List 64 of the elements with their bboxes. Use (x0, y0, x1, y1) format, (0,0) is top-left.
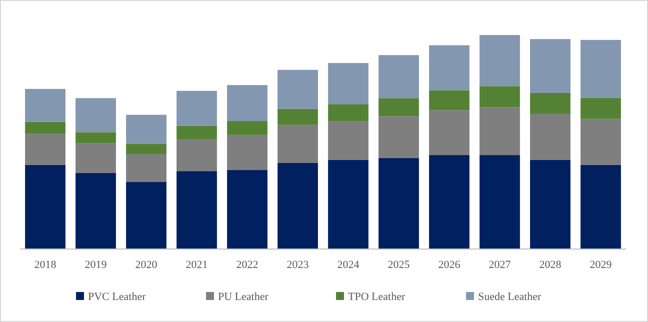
x-tick-label: 2028 (539, 259, 562, 271)
bar (480, 86, 520, 108)
bar (126, 144, 166, 154)
bar (580, 164, 621, 249)
bar (429, 155, 470, 249)
bar (227, 134, 268, 170)
legend-label: TPO Leather (348, 291, 406, 303)
bar (227, 85, 268, 122)
bar (378, 98, 419, 116)
bar (530, 39, 570, 93)
bar (480, 107, 520, 156)
bar (76, 173, 116, 249)
x-tick-label: 2025 (388, 259, 410, 271)
bar (227, 121, 268, 135)
x-tick-label: 2027 (488, 259, 512, 271)
bar (328, 160, 368, 249)
x-tick-label: 2024 (337, 259, 360, 271)
bar (580, 40, 621, 98)
bar (530, 160, 570, 249)
bar (126, 154, 166, 182)
bar (126, 114, 166, 144)
bar (25, 164, 66, 249)
bar (278, 124, 318, 163)
bar (378, 158, 419, 249)
bar (429, 45, 470, 90)
bar (25, 88, 66, 122)
x-tick-label: 2020 (135, 259, 158, 271)
bar (378, 116, 419, 158)
x-tick-label: 2018 (34, 259, 57, 271)
x-tick-label: 2029 (590, 259, 612, 271)
bar (580, 98, 621, 119)
bar (278, 162, 318, 249)
legend-label: PU Leather (218, 291, 269, 303)
bar (328, 121, 368, 160)
bar (25, 134, 66, 165)
x-tick-label: 2019 (84, 259, 108, 271)
legend-label: PVC Leather (88, 291, 146, 303)
bar (580, 118, 621, 165)
bar (480, 155, 520, 249)
bar (328, 104, 368, 122)
bar (76, 143, 116, 174)
bar (429, 90, 470, 110)
bar (530, 92, 570, 114)
x-tick-label: 2021 (186, 259, 208, 271)
bar (227, 170, 268, 249)
bar (378, 55, 419, 98)
bar (176, 126, 217, 140)
bar (76, 132, 116, 144)
legend-label: Suede Leather (478, 291, 542, 303)
x-tick-label: 2022 (236, 259, 258, 271)
bar (176, 139, 217, 172)
bar (176, 171, 217, 249)
bar (530, 114, 570, 160)
bar (328, 63, 368, 104)
bar (278, 108, 318, 125)
bar (25, 122, 66, 134)
bar (278, 70, 318, 109)
bar (76, 98, 116, 132)
x-tick-label: 2023 (286, 259, 310, 271)
bar (176, 90, 217, 126)
bar (126, 182, 166, 249)
bar (429, 110, 470, 156)
x-tick-label: 2026 (438, 259, 461, 271)
bar (480, 35, 520, 86)
